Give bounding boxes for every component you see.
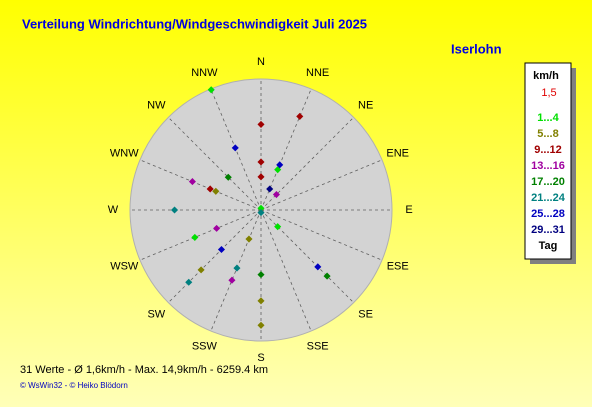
data-point [212, 187, 220, 195]
legend-label: 9...12 [534, 144, 562, 156]
data-point [245, 235, 253, 243]
data-point [257, 209, 265, 217]
legend [524, 62, 572, 260]
data-point [185, 278, 193, 286]
spoke [210, 209, 262, 332]
data-point [257, 321, 265, 329]
data-point [217, 245, 226, 254]
legend-title: km/h [533, 70, 559, 82]
direction-label: SSE [307, 341, 329, 353]
direction-label: N [257, 56, 265, 68]
data-point [191, 233, 199, 241]
data-point [213, 224, 221, 232]
legend-label: 17...20 [531, 176, 565, 188]
spoke [260, 209, 354, 303]
direction-label: SW [147, 309, 165, 321]
data-point [171, 206, 179, 214]
direction-label: E [405, 204, 412, 216]
data-point [274, 223, 282, 231]
spoke [260, 159, 383, 211]
data-point [197, 266, 205, 274]
direction-label: NE [358, 99, 373, 111]
direction-label: S [257, 352, 264, 364]
legend-label: 21...24 [531, 192, 566, 204]
data-point [314, 263, 322, 271]
data-point [257, 173, 265, 181]
summary: 31 Werte - Ø 1,6km/h - Max. 14,9km/h - 6… [20, 364, 268, 376]
data-point [228, 276, 236, 284]
data-point [257, 204, 265, 212]
direction-label: WNW [110, 147, 139, 159]
data-point [207, 86, 215, 94]
spoke [260, 209, 383, 261]
spoke [168, 209, 262, 303]
spoke [139, 209, 262, 261]
data-point [296, 112, 304, 120]
direction-label: SE [358, 309, 373, 321]
direction-label: NNE [306, 67, 329, 79]
copyright: © WsWin32 - © Heiko Blödorn [20, 381, 128, 390]
data-point [224, 173, 232, 181]
data-point [233, 264, 241, 272]
spoke [210, 88, 262, 211]
spoke [260, 117, 354, 211]
data-point [272, 191, 280, 199]
legend-label: 25...28 [531, 208, 565, 220]
legend-label: 5...8 [537, 128, 558, 140]
legend-label: 1...4 [537, 112, 559, 124]
data-point [257, 158, 265, 166]
direction-label: ENE [386, 147, 409, 159]
legend-note: 1,5 [541, 87, 556, 99]
data-point [188, 178, 196, 186]
spoke [260, 209, 312, 332]
legend-label: 29...31 [531, 224, 565, 236]
data-point [231, 144, 239, 152]
data-point [266, 185, 274, 193]
spoke [139, 159, 262, 211]
direction-label: SSW [192, 341, 218, 353]
data-point [257, 297, 265, 305]
data-point [206, 185, 214, 193]
legend-label: 13...16 [531, 160, 565, 172]
direction-label: WSW [110, 261, 139, 273]
spoke [260, 88, 312, 211]
location: Iserlohn [451, 41, 502, 56]
spoke [168, 117, 262, 211]
direction-label: ESE [387, 261, 409, 273]
data-point [257, 271, 265, 279]
direction-label: W [108, 204, 119, 216]
legend-footer: Tag [539, 240, 558, 252]
direction-label: NNW [191, 67, 218, 79]
data-point [257, 120, 265, 128]
data-point [276, 161, 284, 169]
data-point [323, 272, 331, 280]
chart-title: Verteilung Windrichtung/Windgeschwindigk… [22, 16, 367, 31]
direction-label: NW [147, 99, 166, 111]
